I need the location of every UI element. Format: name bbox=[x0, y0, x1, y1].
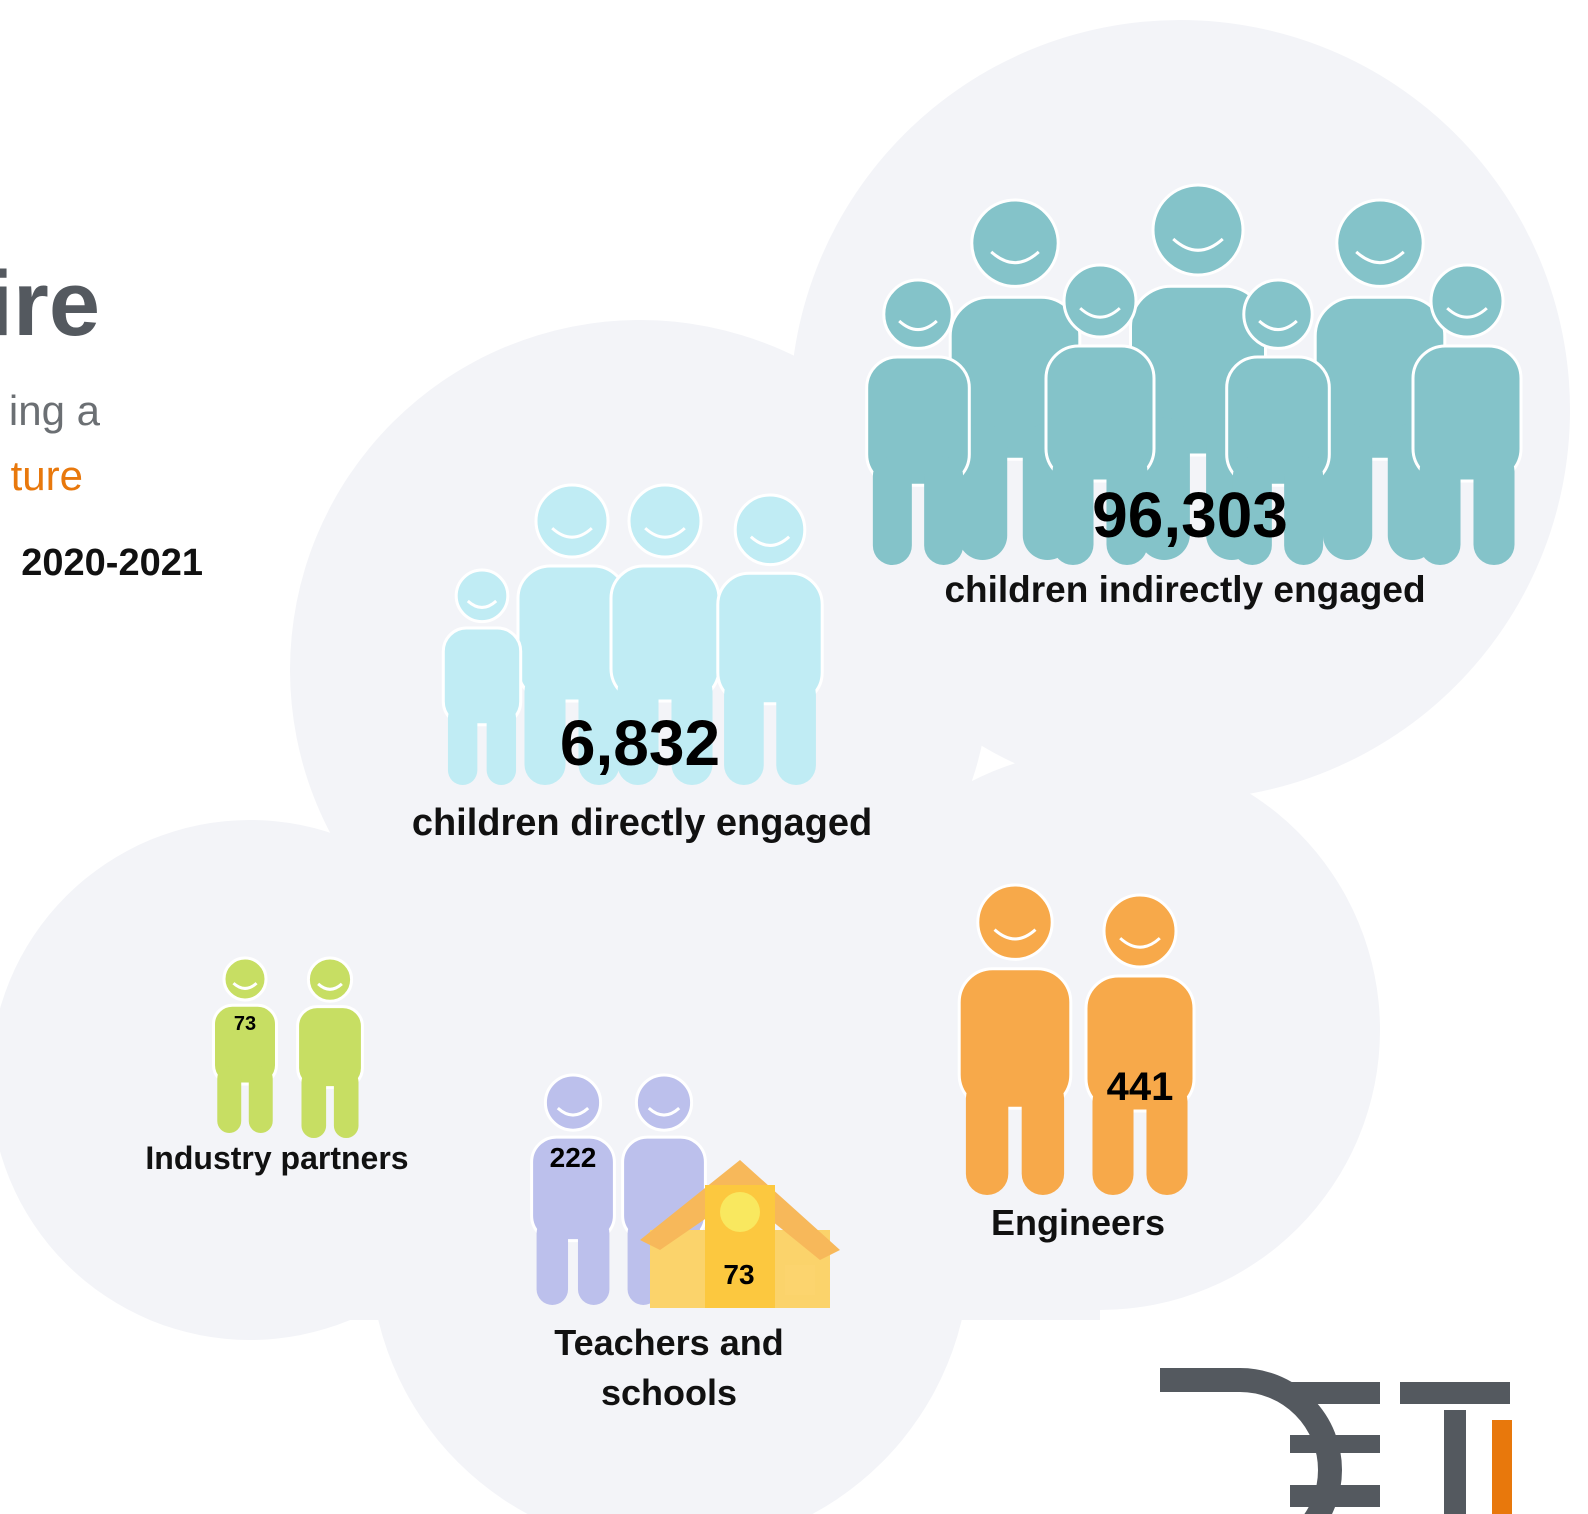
figure-part bbox=[1052, 451, 1093, 565]
figure-part bbox=[1153, 185, 1243, 275]
figure-part bbox=[735, 495, 805, 565]
figure-part bbox=[334, 1070, 359, 1138]
stat-label: schools bbox=[601, 1372, 737, 1413]
figure-part bbox=[536, 485, 608, 557]
stat-value: 6,832 bbox=[560, 707, 720, 779]
page: ire ing a ture 2020-2021 96,303 children… bbox=[0, 0, 1588, 1514]
figure-part bbox=[1419, 451, 1460, 565]
infographic: ire ing a ture 2020-2021 96,303 children… bbox=[0, 0, 1588, 1514]
figure-part bbox=[308, 958, 351, 1001]
figure-part bbox=[1337, 200, 1423, 286]
subtitle: ing a bbox=[9, 387, 101, 434]
figure-part bbox=[456, 570, 508, 622]
figure-part bbox=[301, 1070, 326, 1138]
stat-label: Industry partners bbox=[145, 1140, 408, 1176]
figure-part bbox=[884, 280, 952, 348]
figure-part bbox=[224, 958, 266, 1000]
stat-label: children directly engaged bbox=[412, 802, 872, 844]
figure-part bbox=[972, 200, 1058, 286]
figure-part bbox=[724, 675, 764, 785]
figure-part bbox=[1064, 265, 1136, 337]
figure-part bbox=[776, 675, 816, 785]
figure-part bbox=[978, 885, 1052, 959]
figure-part bbox=[545, 1075, 600, 1130]
stat-value: 73 bbox=[723, 1259, 754, 1290]
figure-part bbox=[1284, 457, 1323, 565]
figure-part bbox=[1431, 265, 1503, 337]
figure-part bbox=[629, 485, 701, 557]
logo bbox=[1160, 1380, 1512, 1514]
figure-part bbox=[578, 1218, 609, 1305]
figure-part bbox=[217, 1067, 241, 1134]
stat-value: 222 bbox=[550, 1142, 597, 1173]
figure-part bbox=[1473, 451, 1514, 565]
stat-label: Engineers bbox=[991, 1202, 1165, 1243]
stat-value: 441 bbox=[1107, 1065, 1174, 1109]
stat-value: 73 bbox=[234, 1013, 256, 1035]
figure-part bbox=[873, 457, 912, 565]
figure-part bbox=[448, 703, 477, 785]
period: 2020-2021 bbox=[21, 542, 203, 584]
figure-part bbox=[537, 1218, 568, 1305]
figure-part bbox=[636, 1075, 691, 1130]
figure-part bbox=[924, 457, 963, 565]
figure-part bbox=[1022, 1077, 1064, 1195]
stat-label: children indirectly engaged bbox=[944, 569, 1425, 610]
subtitle-highlight: ture bbox=[11, 452, 83, 499]
figure-part bbox=[249, 1067, 273, 1134]
stat-label: Teachers and bbox=[554, 1322, 783, 1363]
figure-part bbox=[1244, 280, 1312, 348]
title: ire bbox=[0, 253, 100, 355]
figure-part bbox=[1104, 895, 1176, 967]
figure-part bbox=[966, 1077, 1008, 1195]
figure-part bbox=[487, 703, 516, 785]
stat-value: 96,303 bbox=[1092, 479, 1288, 551]
